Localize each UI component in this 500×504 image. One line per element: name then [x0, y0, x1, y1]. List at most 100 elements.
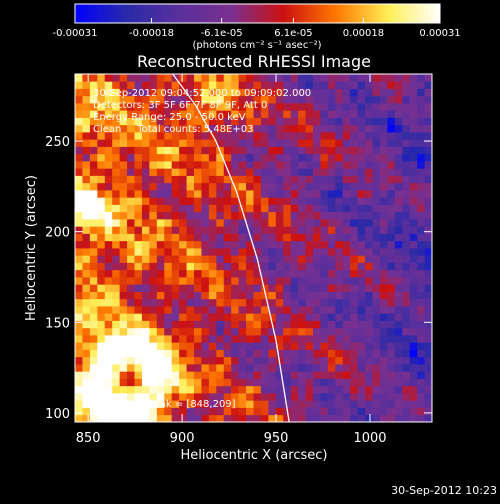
heatmap-cell [156, 139, 165, 147]
heatmap-cell [409, 226, 418, 234]
heatmap-cell [283, 175, 292, 184]
heatmap-cell [313, 219, 321, 227]
heatmap-cell [283, 168, 292, 176]
heatmap-cell [216, 139, 225, 147]
heatmap-cell [216, 74, 225, 82]
heatmap-cell [379, 175, 388, 184]
heatmap-cell [350, 168, 359, 176]
heatmap-cell [97, 335, 106, 343]
heatmap-cell [320, 320, 329, 329]
heatmap-cell [156, 393, 165, 401]
heatmap-cell [372, 74, 381, 82]
heatmap-cell [253, 414, 262, 422]
heatmap-cell [149, 277, 158, 285]
heatmap-cell [246, 124, 254, 133]
heatmap-cell [350, 306, 359, 314]
heatmap-cell [387, 117, 396, 126]
heatmap-cell [394, 88, 403, 97]
heatmap-cell [127, 204, 135, 213]
heatmap-cell [149, 364, 158, 372]
heatmap-cell [305, 95, 314, 104]
heatmap-cell [305, 81, 314, 89]
heatmap-cell [253, 74, 262, 82]
heatmap-cell [357, 269, 366, 278]
heatmap-cell [417, 219, 425, 227]
heatmap-cell [75, 313, 83, 321]
heatmap-cell [335, 204, 344, 213]
heatmap-cell [424, 298, 432, 307]
heatmap-cell [231, 371, 240, 379]
heatmap-cell [75, 175, 83, 184]
heatmap-cell [275, 226, 284, 234]
heatmap-cell [171, 400, 180, 408]
heatmap-cell [112, 291, 121, 300]
heatmap-cell [283, 88, 292, 97]
heatmap-cell [305, 146, 314, 155]
heatmap-cell [283, 110, 292, 118]
heatmap-cell [127, 342, 135, 350]
heatmap-cell [335, 132, 344, 140]
heatmap-cell [424, 146, 432, 155]
heatmap-cell [298, 211, 306, 220]
heatmap-cell [127, 269, 135, 278]
heatmap-cell [253, 153, 262, 162]
heatmap-cell [275, 240, 284, 249]
heatmap-cell [372, 95, 381, 104]
heatmap-cell [156, 356, 165, 365]
heatmap-cell [112, 190, 121, 198]
heatmap-cell [208, 284, 217, 292]
heatmap-cell [104, 211, 113, 220]
heatmap-cell [335, 146, 344, 155]
heatmap-cell [327, 269, 336, 278]
heatmap-cell [127, 81, 135, 89]
heatmap-cell [134, 124, 143, 133]
heatmap-cell [275, 298, 284, 307]
heatmap-cell [194, 146, 202, 155]
heatmap-cell [156, 335, 165, 343]
heatmap-cell [246, 255, 254, 263]
heatmap-cell [379, 248, 388, 256]
heatmap-cell [238, 327, 247, 336]
heatmap-cell [320, 364, 329, 372]
x-tick-label: 850 [76, 431, 101, 446]
heatmap-cell [290, 400, 299, 408]
heatmap-cell [327, 110, 336, 118]
y-tick-label: 150 [45, 316, 70, 331]
heatmap-cell [253, 385, 262, 394]
heatmap-cell [179, 269, 187, 278]
heatmap-cell [127, 74, 135, 82]
heatmap-cell [320, 211, 329, 220]
heatmap-cell [97, 349, 106, 358]
heatmap-cell [409, 182, 418, 191]
heatmap-cell [149, 168, 158, 176]
heatmap-cell [260, 204, 269, 213]
heatmap-cell [283, 385, 292, 394]
colorbar-tick-label: -6.1e-05 [201, 28, 243, 39]
heatmap-cell [260, 146, 269, 155]
heatmap-cell [127, 393, 135, 401]
heatmap-cell [231, 393, 240, 401]
heatmap-cell [357, 414, 366, 422]
heatmap-cell [194, 124, 202, 133]
heatmap-cell [75, 371, 83, 379]
heatmap-cell [223, 414, 232, 422]
heatmap-cell [119, 219, 128, 227]
heatmap-cell [82, 168, 91, 176]
heatmap-cell [298, 400, 306, 408]
heatmap-cell [141, 291, 150, 300]
heatmap-cell [365, 153, 373, 162]
heatmap-cell [394, 364, 403, 372]
heatmap-cell [119, 233, 128, 242]
heatmap-cell [387, 306, 396, 314]
heatmap-cell [342, 277, 351, 285]
heatmap-cell [268, 182, 277, 191]
heatmap-cell [164, 414, 173, 422]
heatmap-cell [82, 204, 91, 213]
heatmap-cell [82, 248, 91, 256]
heatmap-cell [379, 204, 388, 213]
heatmap-cell [372, 88, 381, 97]
heatmap-cell [350, 226, 359, 234]
heatmap-cell [320, 378, 329, 387]
heatmap-cell [75, 132, 83, 140]
heatmap-cell [179, 356, 187, 365]
